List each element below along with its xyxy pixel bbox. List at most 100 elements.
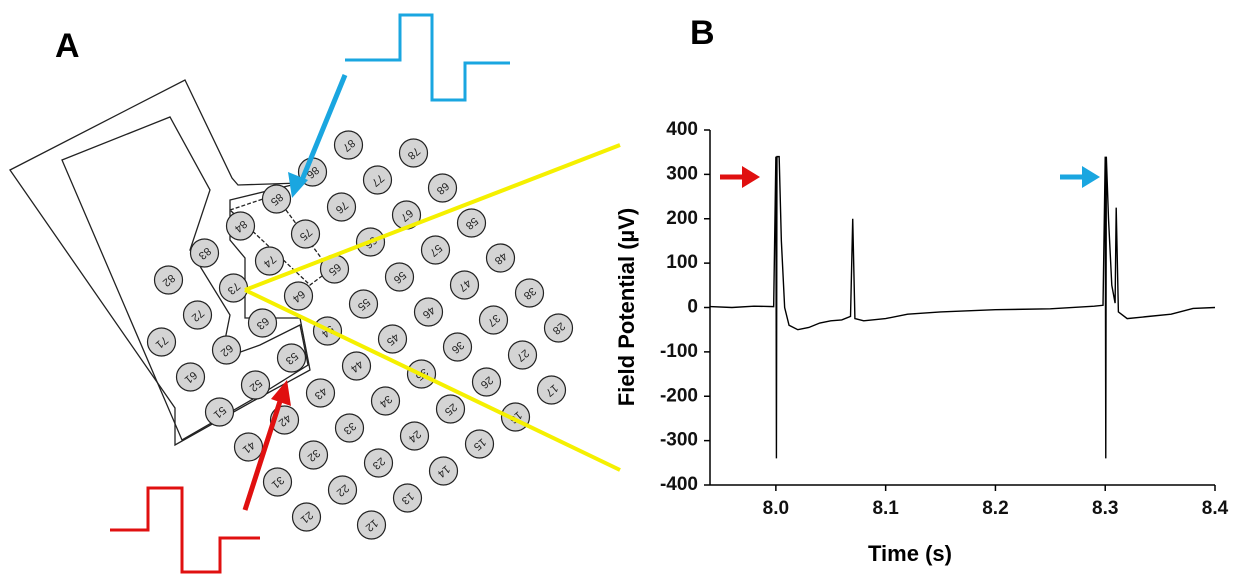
electrode: 53 [276,343,307,373]
electrode-pad [341,351,372,381]
electrode: 26 [471,367,502,397]
x-tick-label: 8.3 [1092,498,1118,519]
electrode-pad [435,394,466,424]
electrode-pad [189,238,220,268]
zoom-line [244,288,621,472]
electrode: 33 [334,413,365,443]
electrode: 15 [464,429,495,459]
stimulus-arrow [297,74,348,186]
electrode: 77 [362,165,393,195]
electrode: 76 [326,192,357,222]
electrode-pad [348,289,379,319]
x-tick-label: 8.0 [763,498,789,519]
electrode: 82 [153,265,184,295]
electrode-pad [291,502,322,532]
arrow-head [288,172,308,198]
electrode-pad [543,313,574,343]
electrode: 78 [398,138,429,168]
electrode: 71 [146,327,177,357]
electrode: 38 [514,278,545,308]
electrode-pad [420,235,451,265]
electrode: 74 [254,246,285,276]
stimulus-arrow [242,394,285,511]
electrode-pad [399,421,430,451]
electrode: 41 [233,432,264,462]
panel-label: A [55,27,80,65]
electrode: 37 [478,305,509,335]
electrode: 25 [435,394,466,424]
electrode: 36 [442,332,473,362]
electrode: 22 [327,475,358,505]
electrode-pad [449,270,480,300]
electrode: 72 [182,300,213,330]
electrode-pad [333,130,364,160]
electrode: 28 [543,313,574,343]
electrode: 83 [189,238,220,268]
electrode-pad [456,208,487,238]
electrode-pad [514,278,545,308]
arrow-head [742,166,760,188]
electrode: 43 [305,378,336,408]
electrode-pad [398,138,429,168]
y-tick-label: -200 [660,385,698,406]
electrode: 61 [175,362,206,392]
y-tick-label: 300 [666,163,698,184]
electrode: 52 [240,370,271,400]
electrode-pad [326,192,357,222]
electrode-pad [153,265,184,295]
x-axis-label: Time (s) [868,541,952,566]
electrode: 55 [348,289,379,319]
y-tick-label: 400 [666,119,698,140]
electrode-pad [175,362,206,392]
y-axis-label: Field Potential (µV) [614,208,639,406]
electrode-pad [225,211,256,241]
y-tick-label: 0 [687,297,698,318]
electrode-pad [262,467,293,497]
electrode-pad [146,327,177,357]
electrode-pad [204,397,235,427]
electrode: 17 [536,375,567,405]
electrode: 57 [420,235,451,265]
electrode-pad [485,243,516,273]
electrode: 65 [319,254,350,284]
stimulus-waveform [110,486,260,574]
electrode: 46 [413,297,444,327]
electrode-pad [370,386,401,416]
electrode: 24 [399,421,430,451]
electrode: 75 [290,219,321,249]
electrode: 87 [333,130,364,160]
electrode: 14 [428,456,459,486]
trace [709,155,1216,459]
electrode-pad [536,375,567,405]
electrode-pad [384,262,415,292]
electrode: 31 [262,467,293,497]
x-tick-label: 8.4 [1202,498,1229,519]
electrode-pad [464,429,495,459]
electrode-pad [211,335,242,365]
panel-label: B [690,14,715,52]
electrode: 23 [363,448,394,478]
electrode: 63 [247,308,278,338]
electrode: 47 [449,270,480,300]
electrode: 64 [283,281,314,311]
electrode: 48 [485,243,516,273]
arrow-head [271,380,291,406]
x-tick-label: 8.2 [982,498,1008,519]
y-tick-label: -400 [660,474,698,495]
electrode: 51 [204,397,235,427]
electrode-pad [298,440,329,470]
electrode-pad [247,308,278,338]
electrode: 56 [384,262,415,292]
zoom-line [244,143,621,292]
electrode: 85 [261,184,292,214]
electrode-pad [428,456,459,486]
electrode-pad [377,324,408,354]
electrode-pad [362,165,393,195]
y-tick-label: -100 [660,341,698,362]
electrode-pad [507,340,538,370]
electrode-pad [283,281,314,311]
electrode: 21 [291,502,322,532]
electrode-pad [478,305,509,335]
